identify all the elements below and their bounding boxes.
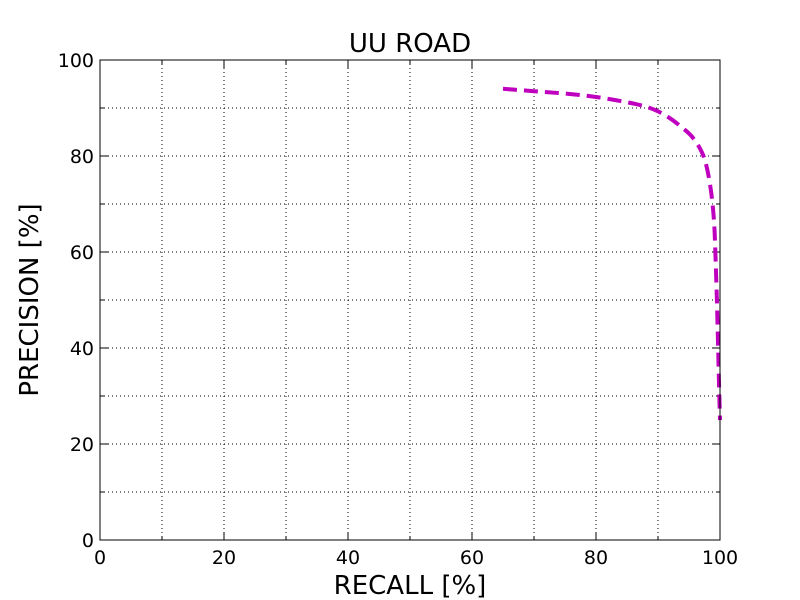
x-tick-label: 20 xyxy=(212,547,236,569)
plot-frame xyxy=(99,59,721,541)
x-tick-label: 60 xyxy=(460,547,484,569)
y-tick-label: 40 xyxy=(70,338,94,360)
series-line-0 xyxy=(502,86,722,421)
x-axis-ticks: 0 20 40 60 80 100 xyxy=(94,547,738,569)
x-tick-label: 0 xyxy=(94,547,106,569)
series-layer xyxy=(502,86,722,421)
y-tick-label: 100 xyxy=(58,50,94,72)
x-tick-label: 80 xyxy=(584,547,608,569)
y-tick-label: 0 xyxy=(82,530,94,552)
x-axis-label: RECALL [%] xyxy=(334,571,487,600)
y-axis-ticks: 0 20 40 60 80 100 xyxy=(58,50,94,552)
y-axis-label: PRECISION [%] xyxy=(15,203,45,396)
y-tick-label: 20 xyxy=(70,434,94,456)
chart-title: UU ROAD xyxy=(349,29,471,59)
grid-lines xyxy=(100,60,720,540)
x-tick-label: 40 xyxy=(336,547,360,569)
y-tick-label: 80 xyxy=(70,146,94,168)
x-tick-label: 100 xyxy=(702,547,738,569)
y-tick-label: 60 xyxy=(70,242,94,264)
